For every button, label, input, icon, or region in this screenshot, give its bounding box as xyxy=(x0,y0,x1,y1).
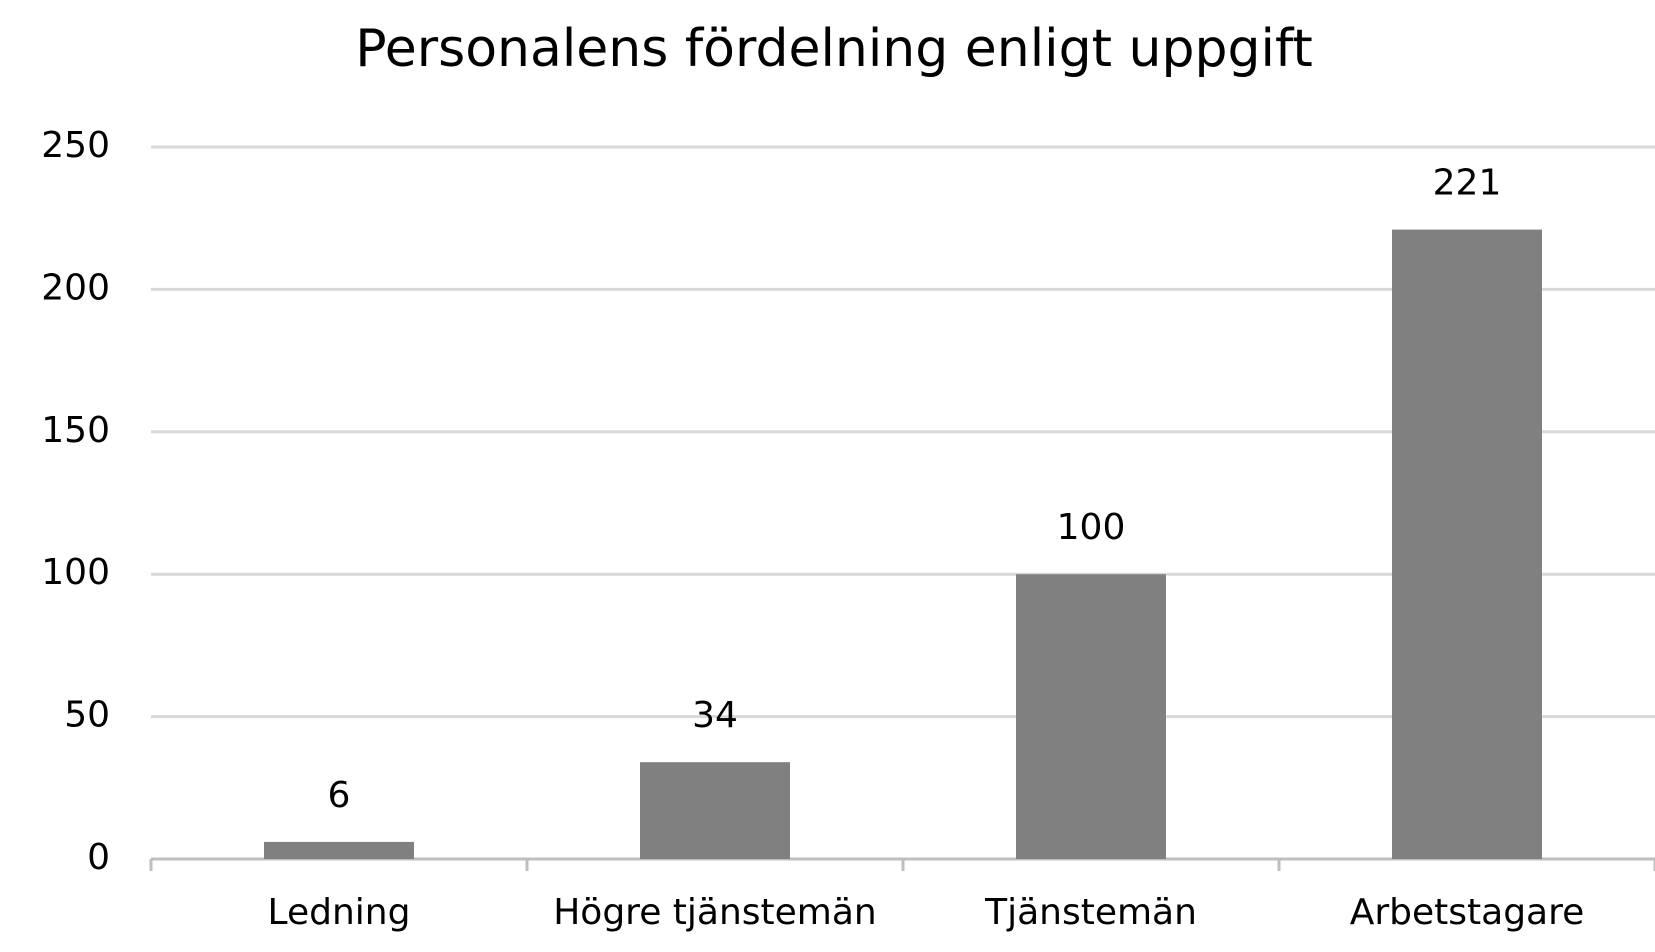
y-tick-label: 150 xyxy=(41,410,110,451)
y-tick-label: 0 xyxy=(87,837,110,878)
data-label: 100 xyxy=(1057,507,1126,548)
data-label: 34 xyxy=(692,695,738,736)
chart-title: Personalens fördelning enligt uppgift xyxy=(355,19,1313,79)
x-tick-label: Högre tjänstemän xyxy=(553,892,877,933)
bar xyxy=(640,762,790,859)
y-tick-label: 200 xyxy=(41,267,110,308)
data-label: 6 xyxy=(328,775,351,816)
x-tick-label: Ledning xyxy=(268,892,411,933)
x-tick-label: Arbetstagare xyxy=(1350,892,1585,933)
y-tick-label: 250 xyxy=(41,125,110,166)
data-label: 221 xyxy=(1433,163,1502,204)
y-tick-label: 50 xyxy=(64,695,110,736)
bar xyxy=(264,841,414,859)
y-tick-label: 100 xyxy=(41,552,110,593)
bar xyxy=(1392,229,1542,860)
x-tick-label: Tjänstemän xyxy=(984,892,1197,933)
bar xyxy=(1016,574,1166,859)
